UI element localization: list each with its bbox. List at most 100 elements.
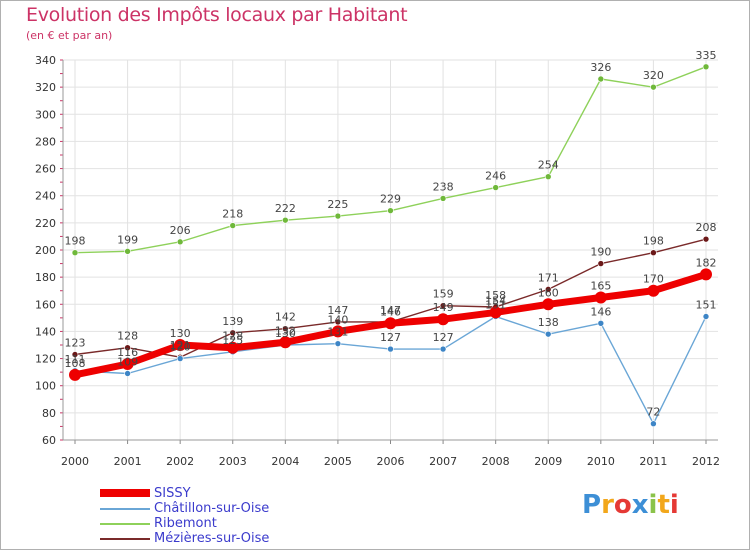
- data-label-ch-tillon-sur-oise: 125: [222, 334, 243, 347]
- legend-label-sissy: SISSY: [154, 486, 191, 501]
- x-tick-label: 2012: [692, 455, 720, 468]
- data-label-ch-tillon-sur-oise: 131: [327, 326, 348, 339]
- series-point-ribemont: [71, 249, 79, 257]
- series-point-ch-tillon-sur-oise: [387, 345, 394, 353]
- legend-swatch-chatillon: [100, 508, 150, 510]
- x-tick-label: 2006: [377, 455, 405, 468]
- x-tick-label: 2011: [639, 455, 667, 468]
- logo-letter: i: [648, 490, 658, 520]
- data-label-ch-tillon-sur-oise: 127: [380, 331, 401, 344]
- data-label-ch-tillon-sur-oise: 111: [65, 353, 86, 366]
- x-tick-label: 2007: [429, 455, 457, 468]
- series-point-sissy: [121, 358, 134, 370]
- data-label-ch-tillon-sur-oise: 146: [590, 305, 611, 318]
- data-label-ribemont: 238: [433, 180, 454, 193]
- data-label-ribemont: 222: [275, 202, 296, 215]
- data-label-sissy: 170: [643, 273, 664, 286]
- series-point-sissy: [384, 317, 397, 330]
- data-label-sissy: 116: [117, 346, 138, 359]
- logo-letter: r: [601, 490, 614, 520]
- data-label-ribemont: 206: [170, 224, 191, 237]
- chart-title: Evolution des Impôts locaux par Habitant: [26, 4, 408, 26]
- data-label-ribemont: 335: [696, 49, 717, 62]
- series-point-sissy: [700, 268, 712, 281]
- data-label-sissy: 132: [275, 324, 296, 337]
- series-point-m-zi-res-sur-oise: [544, 286, 552, 293]
- series-point-ribemont: [176, 238, 184, 246]
- series-point-ribemont: [544, 173, 552, 181]
- data-label-sissy: 146: [380, 305, 401, 318]
- series-point-ribemont: [597, 75, 605, 83]
- series-point-ch-tillon-sur-oise: [650, 420, 657, 428]
- series-point-sissy: [174, 339, 187, 351]
- y-tick-label: 200: [35, 244, 56, 257]
- x-tick-label: 2001: [114, 455, 142, 468]
- data-label-ribemont: 246: [485, 170, 506, 183]
- series-point-sissy: [489, 306, 502, 319]
- legend-item-chatillon[interactable]: Châtillon-sur-Oise: [100, 501, 360, 516]
- data-label-ch-tillon-sur-oise: 130: [275, 327, 296, 340]
- y-tick-label: 340: [35, 54, 56, 67]
- data-label-ch-tillon-sur-oise: 120: [170, 341, 191, 354]
- y-tick-label: 220: [35, 217, 56, 230]
- data-label-ribemont: 198: [65, 235, 86, 248]
- logo-letter: t: [657, 490, 670, 520]
- series-point-sissy: [594, 291, 607, 304]
- y-tick-label: 260: [35, 163, 56, 176]
- series-point-m-zi-res-sur-oise: [229, 329, 237, 337]
- logo-letter: P: [582, 490, 602, 520]
- series-point-ch-tillon-sur-oise: [439, 345, 447, 353]
- data-label-m-zi-res-sur-oise: 128: [117, 330, 138, 343]
- data-label-sissy: 182: [696, 256, 717, 269]
- data-label-m-zi-res-sur-oise: 190: [590, 246, 611, 259]
- data-label-ch-tillon-sur-oise: 151: [696, 299, 717, 312]
- series-point-ribemont: [492, 184, 499, 191]
- data-label-ribemont: 254: [538, 159, 559, 172]
- data-label-sissy: 130: [170, 327, 191, 340]
- legend-label-ribemont: Ribemont: [154, 516, 217, 531]
- series-point-sissy: [226, 341, 239, 354]
- series-point-sissy: [647, 284, 660, 297]
- series-point-sissy: [279, 336, 292, 349]
- chart-subtitle: (en € et par an): [26, 29, 113, 42]
- series-point-ribemont: [334, 212, 342, 220]
- series-point-ch-tillon-sur-oise: [334, 340, 342, 347]
- legend-swatch-mezieres: [100, 538, 150, 540]
- data-label-ribemont: 320: [643, 69, 664, 82]
- series-point-m-zi-res-sur-oise: [650, 249, 657, 257]
- series-point-ribemont: [229, 222, 237, 229]
- x-tick-label: 2010: [587, 455, 615, 468]
- series-point-sissy: [69, 368, 81, 381]
- x-tick-label: 2009: [534, 455, 562, 468]
- series-point-ch-tillon-sur-oise: [702, 313, 710, 320]
- data-label-m-zi-res-sur-oise: 139: [222, 315, 243, 328]
- data-label-ch-tillon-sur-oise: 138: [538, 316, 559, 329]
- series-point-ch-tillon-sur-oise: [176, 355, 184, 362]
- series-point-ribemont: [650, 83, 657, 91]
- data-label-sissy: 128: [222, 330, 243, 343]
- x-tick-label: 2005: [324, 455, 352, 468]
- series-point-sissy: [437, 313, 450, 326]
- series-point-ch-tillon-sur-oise: [124, 370, 131, 377]
- data-label-m-zi-res-sur-oise: 159: [433, 288, 454, 301]
- legend-swatch-ribemont: [100, 523, 150, 525]
- data-label-m-zi-res-sur-oise: 208: [696, 221, 717, 234]
- data-label-m-zi-res-sur-oise: 121: [170, 339, 191, 352]
- data-label-ch-tillon-sur-oise: 151: [485, 299, 506, 312]
- logo-letter: i: [669, 490, 679, 520]
- data-label-ribemont: 229: [380, 193, 401, 206]
- series-point-ribemont: [387, 207, 394, 214]
- data-label-m-zi-res-sur-oise: 158: [485, 289, 506, 302]
- data-label-sissy: 140: [327, 313, 348, 326]
- y-tick-label: 180: [35, 271, 56, 284]
- legend-label-chatillon: Châtillon-sur-Oise: [154, 501, 270, 516]
- series-point-sissy: [331, 325, 344, 338]
- data-label-ribemont: 225: [327, 198, 348, 211]
- proxiti-logo: Proxiti: [582, 490, 679, 520]
- legend-item-mezieres[interactable]: Mézières-sur-Oise: [100, 531, 360, 546]
- legend-item-ribemont[interactable]: Ribemont: [100, 516, 360, 531]
- logo-letter: o: [613, 490, 632, 520]
- legend-item-sissy[interactable]: SISSY: [100, 486, 360, 501]
- data-label-m-zi-res-sur-oise: 147: [327, 304, 348, 317]
- data-label-ch-tillon-sur-oise: 127: [433, 331, 454, 344]
